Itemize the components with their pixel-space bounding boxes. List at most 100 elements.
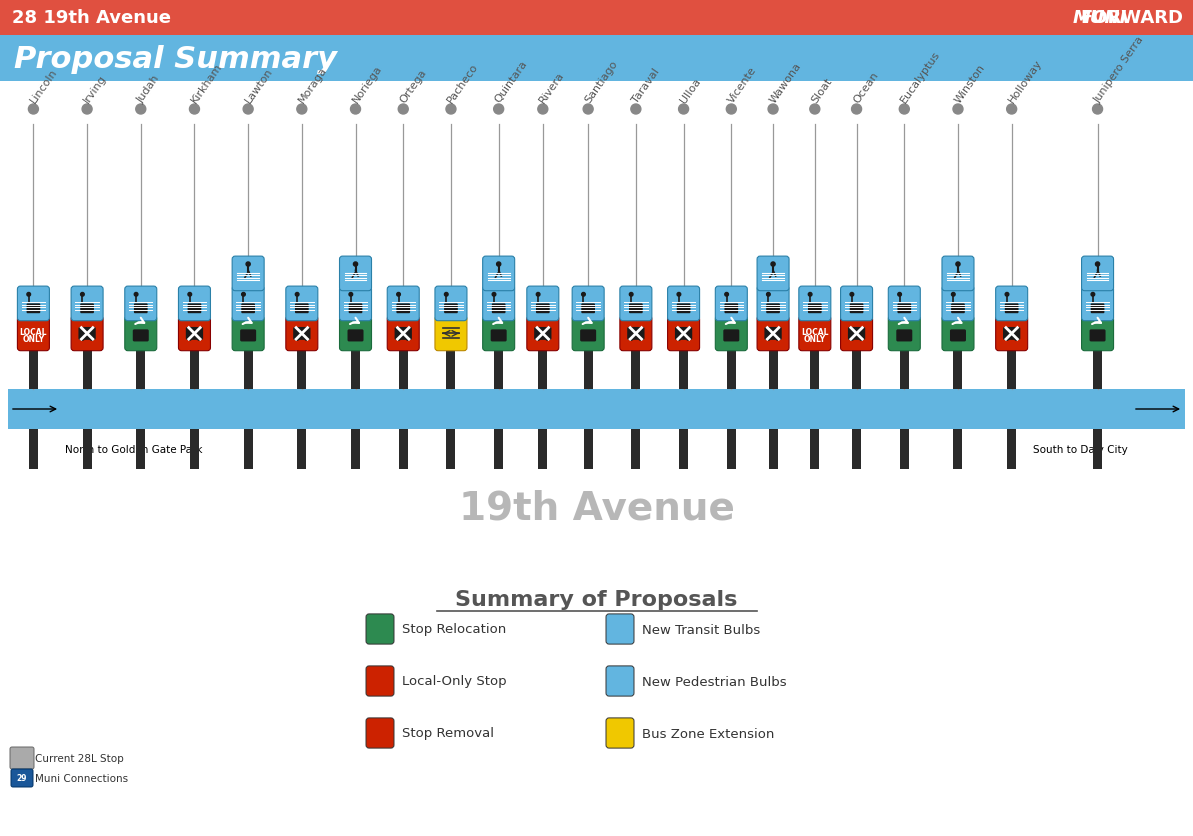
Circle shape [686,337,690,341]
Circle shape [1006,293,1009,297]
Text: Local-Only Stop: Local-Only Stop [402,675,507,688]
FancyBboxPatch shape [240,330,256,342]
FancyBboxPatch shape [398,349,408,390]
FancyBboxPatch shape [606,718,633,748]
FancyBboxPatch shape [243,430,253,470]
FancyBboxPatch shape [581,304,595,314]
Circle shape [898,293,902,297]
Text: LOCAL: LOCAL [801,328,829,337]
FancyBboxPatch shape [366,718,394,748]
Text: Sloat: Sloat [810,76,834,104]
FancyBboxPatch shape [446,349,456,390]
FancyBboxPatch shape [340,257,371,292]
FancyBboxPatch shape [29,349,38,390]
FancyBboxPatch shape [538,430,548,470]
FancyBboxPatch shape [727,430,736,470]
FancyBboxPatch shape [631,430,641,470]
Circle shape [445,293,449,297]
Circle shape [135,293,138,297]
Text: Rivera: Rivera [538,69,567,104]
Text: Irving: Irving [82,73,109,104]
FancyBboxPatch shape [11,769,33,787]
FancyBboxPatch shape [679,430,688,470]
FancyBboxPatch shape [1093,349,1102,390]
FancyBboxPatch shape [951,304,965,314]
FancyBboxPatch shape [233,287,264,321]
FancyBboxPatch shape [942,317,973,351]
FancyBboxPatch shape [631,349,641,390]
Circle shape [397,293,401,297]
Circle shape [398,104,408,115]
FancyBboxPatch shape [286,287,317,321]
FancyBboxPatch shape [629,304,643,314]
FancyBboxPatch shape [942,257,973,292]
FancyBboxPatch shape [18,317,49,351]
FancyBboxPatch shape [900,349,909,390]
FancyBboxPatch shape [527,317,558,351]
FancyBboxPatch shape [620,317,651,351]
Circle shape [82,104,92,115]
Text: 28 19th Avenue: 28 19th Avenue [12,9,171,27]
FancyBboxPatch shape [896,330,913,342]
Text: LOCAL: LOCAL [19,328,48,337]
FancyBboxPatch shape [494,430,503,470]
Circle shape [81,337,85,341]
Circle shape [190,104,199,115]
Text: Vicente: Vicente [727,65,759,104]
FancyBboxPatch shape [395,328,412,340]
FancyBboxPatch shape [1007,349,1016,390]
Text: Quintara: Quintara [494,59,530,104]
FancyBboxPatch shape [1093,430,1102,470]
Text: New Transit Bulbs: New Transit Bulbs [642,623,760,635]
FancyBboxPatch shape [340,317,371,351]
Circle shape [188,293,192,297]
FancyBboxPatch shape [810,430,820,470]
Text: Santiago: Santiago [583,59,619,104]
FancyBboxPatch shape [444,304,458,314]
FancyBboxPatch shape [490,330,507,342]
Circle shape [810,104,820,115]
FancyBboxPatch shape [136,349,146,390]
FancyBboxPatch shape [435,287,466,321]
Circle shape [775,337,779,341]
FancyBboxPatch shape [953,349,963,390]
Circle shape [678,337,681,341]
Circle shape [1092,293,1095,297]
Circle shape [630,293,633,297]
FancyBboxPatch shape [897,304,911,314]
FancyBboxPatch shape [1090,304,1105,314]
FancyBboxPatch shape [534,328,551,340]
Circle shape [496,263,501,267]
Circle shape [246,263,251,267]
FancyBboxPatch shape [1003,328,1020,340]
Circle shape [767,337,771,341]
Circle shape [446,104,456,115]
Text: New Pedestrian Bulbs: New Pedestrian Bulbs [642,675,786,688]
FancyBboxPatch shape [1082,317,1113,351]
FancyBboxPatch shape [1005,304,1019,314]
FancyBboxPatch shape [527,287,558,321]
FancyBboxPatch shape [536,304,550,314]
FancyBboxPatch shape [889,317,920,351]
FancyBboxPatch shape [179,287,210,321]
Text: Stop Removal: Stop Removal [402,726,494,740]
FancyBboxPatch shape [810,349,820,390]
Circle shape [197,337,200,341]
Text: Ortega: Ortega [398,68,428,104]
FancyBboxPatch shape [768,430,778,470]
Circle shape [679,104,688,115]
Circle shape [493,293,496,297]
FancyBboxPatch shape [483,287,514,321]
Circle shape [582,293,586,297]
Text: Ulloa: Ulloa [679,76,703,104]
FancyBboxPatch shape [808,304,822,314]
Circle shape [952,293,956,297]
FancyBboxPatch shape [848,328,865,340]
FancyBboxPatch shape [942,287,973,321]
FancyBboxPatch shape [483,257,514,292]
FancyBboxPatch shape [675,328,692,340]
FancyBboxPatch shape [72,317,103,351]
Text: Lincoln: Lincoln [29,67,60,104]
Circle shape [859,337,863,341]
Circle shape [537,293,540,297]
